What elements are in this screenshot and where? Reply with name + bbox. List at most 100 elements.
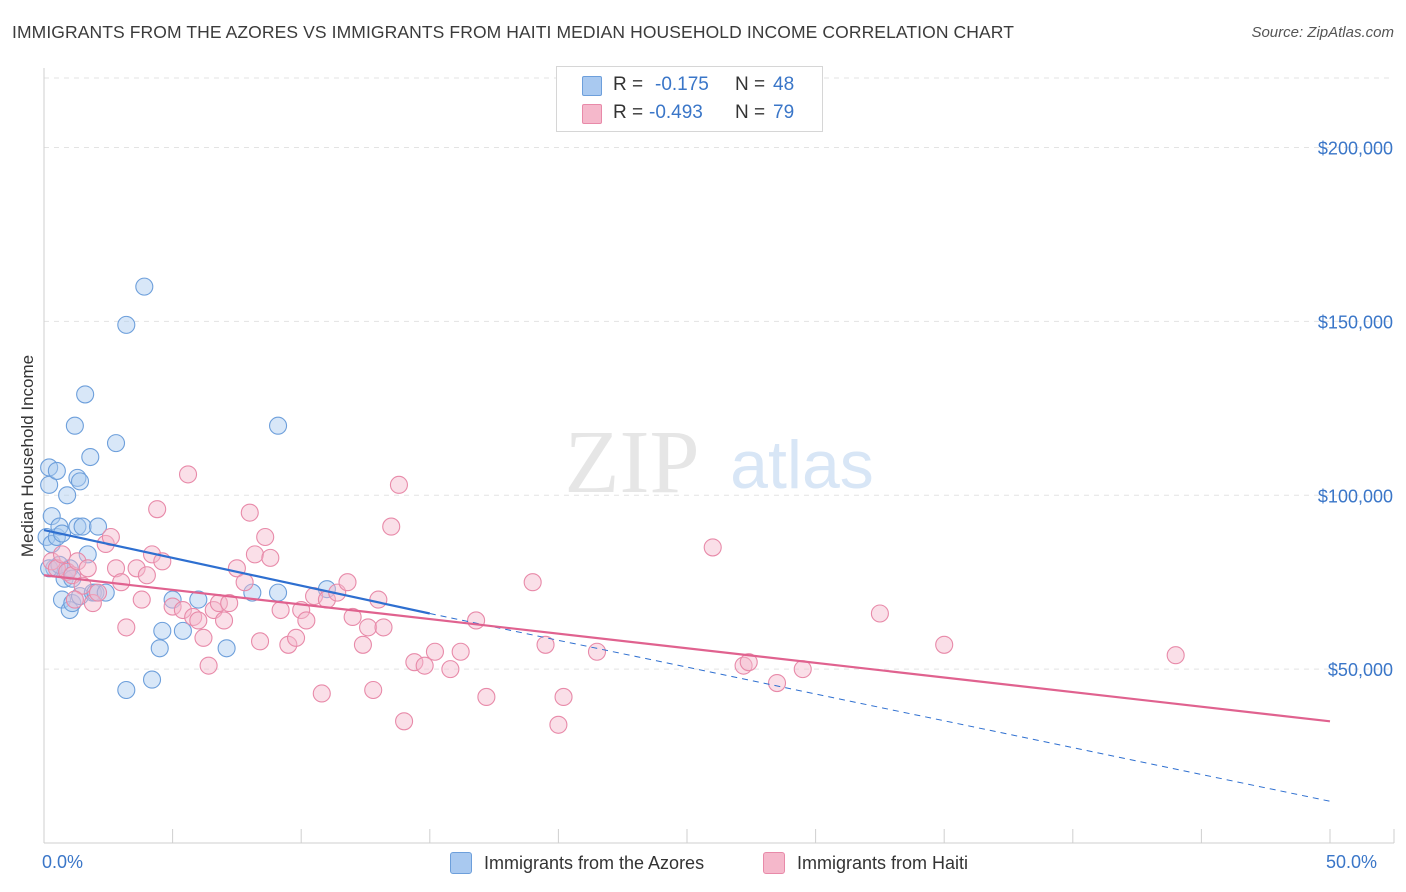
haiti-point [359,618,378,637]
azores-point [76,385,95,404]
azores-point [58,486,77,505]
azores-point [96,583,115,602]
azores-point [68,517,87,536]
azores-point [40,475,59,494]
haiti-point [374,618,393,637]
haiti-point [935,635,954,654]
haiti-point [536,635,555,654]
azores-point [150,639,169,658]
haiti-point [250,632,270,651]
azores-point [117,680,136,700]
source-label: Source: ZipAtlas.com [1251,24,1394,41]
legend-swatch-haiti [763,852,785,874]
haiti-point [117,618,136,637]
stats-n-label: N = [735,102,766,123]
legend-label-haiti: Immigrants from Haiti [797,852,969,873]
chart-title: IMMIGRANTS FROM THE AZORES VS IMMIGRANTS… [12,22,1015,42]
azores-point [117,315,136,334]
azores-point [106,434,126,453]
haiti-point [256,527,275,547]
haiti-point [65,590,84,609]
haiti-point [184,607,203,627]
azores-point [269,583,288,602]
haiti-point [1166,646,1185,665]
haiti-point [52,545,72,564]
azores-point [73,517,92,536]
watermark-zip: ZIP [565,413,700,512]
y-tick-label: $50,000 [1328,660,1393,680]
haiti-point [338,573,357,592]
legend-item-azores: Immigrants from the Azores [450,852,704,874]
watermark-atlas: atlas [730,427,874,503]
haiti-point [364,680,383,700]
legend-swatch-azores [450,852,472,874]
haiti-point [220,594,239,613]
azores-point [269,416,288,435]
haiti-point [127,559,146,578]
haiti-point [279,635,298,654]
haiti-point [739,653,758,672]
haiti-point [353,635,372,654]
haiti-point [415,656,434,675]
haiti-point [703,538,722,557]
x-tick-label-min: 0.0% [42,852,84,872]
haiti-point [405,653,424,672]
azores-point [70,472,90,491]
y-tick-label: $200,000 [1318,139,1393,159]
azores-point [88,517,108,536]
stats-n-value: 79 [773,102,795,123]
haiti-point [178,465,198,484]
stats-swatch-haiti [582,104,602,124]
stats-r-value: -0.493 [649,102,703,123]
haiti-point [287,628,306,647]
stats-n-value: 48 [773,74,795,95]
azores-point [52,590,72,609]
azores-point [63,594,82,613]
azores-point [81,447,100,467]
haiti-point [235,573,254,592]
haiti-point [870,604,889,623]
haiti-point [523,573,542,592]
azores-point [60,600,79,620]
haiti-point [767,673,787,693]
azores-point [153,621,172,640]
haiti-point [554,687,573,707]
haiti-point [106,559,126,578]
azores-point [173,621,192,640]
stats-n-label: N = [735,74,766,95]
azores-point [142,670,162,689]
stats-r-label: R = [613,74,644,95]
trend-lines [43,528,1331,802]
haiti-point [261,548,280,567]
haiti-point [734,656,753,675]
haiti-point [163,597,182,616]
haiti-point [83,594,102,613]
y-tick-labels: $50,000 $100,000 $150,000 $200,000 [1318,139,1393,681]
stats-row-haiti: R = -0.493 N = 79 [557,99,822,127]
azores-point [243,583,262,602]
azores-point [217,639,236,658]
haiti-point [88,583,108,602]
haiti-point [112,573,131,592]
haiti-point [68,552,87,571]
haiti-point [173,600,192,620]
azores-point [42,507,61,526]
haiti-point [199,656,218,675]
haiti-point [78,559,97,578]
haiti-point [214,611,234,630]
stats-r-value: -0.175 [655,74,709,95]
haiti-trend-line [43,574,1331,723]
stats-box: R = -0.175 N = 48 R = -0.493 N = 79 [556,66,823,132]
haiti-point [467,611,486,630]
stats-row-azores: R = -0.175 N = 48 [557,71,822,99]
stats-swatch-azores [582,76,602,96]
haiti-point [137,566,156,585]
azores-point [65,416,84,435]
haiti-point [477,687,496,707]
axes [43,68,1395,844]
haiti-point [382,517,401,536]
azores-point [135,277,154,296]
azores-point [78,545,97,564]
haiti-point [549,715,568,734]
